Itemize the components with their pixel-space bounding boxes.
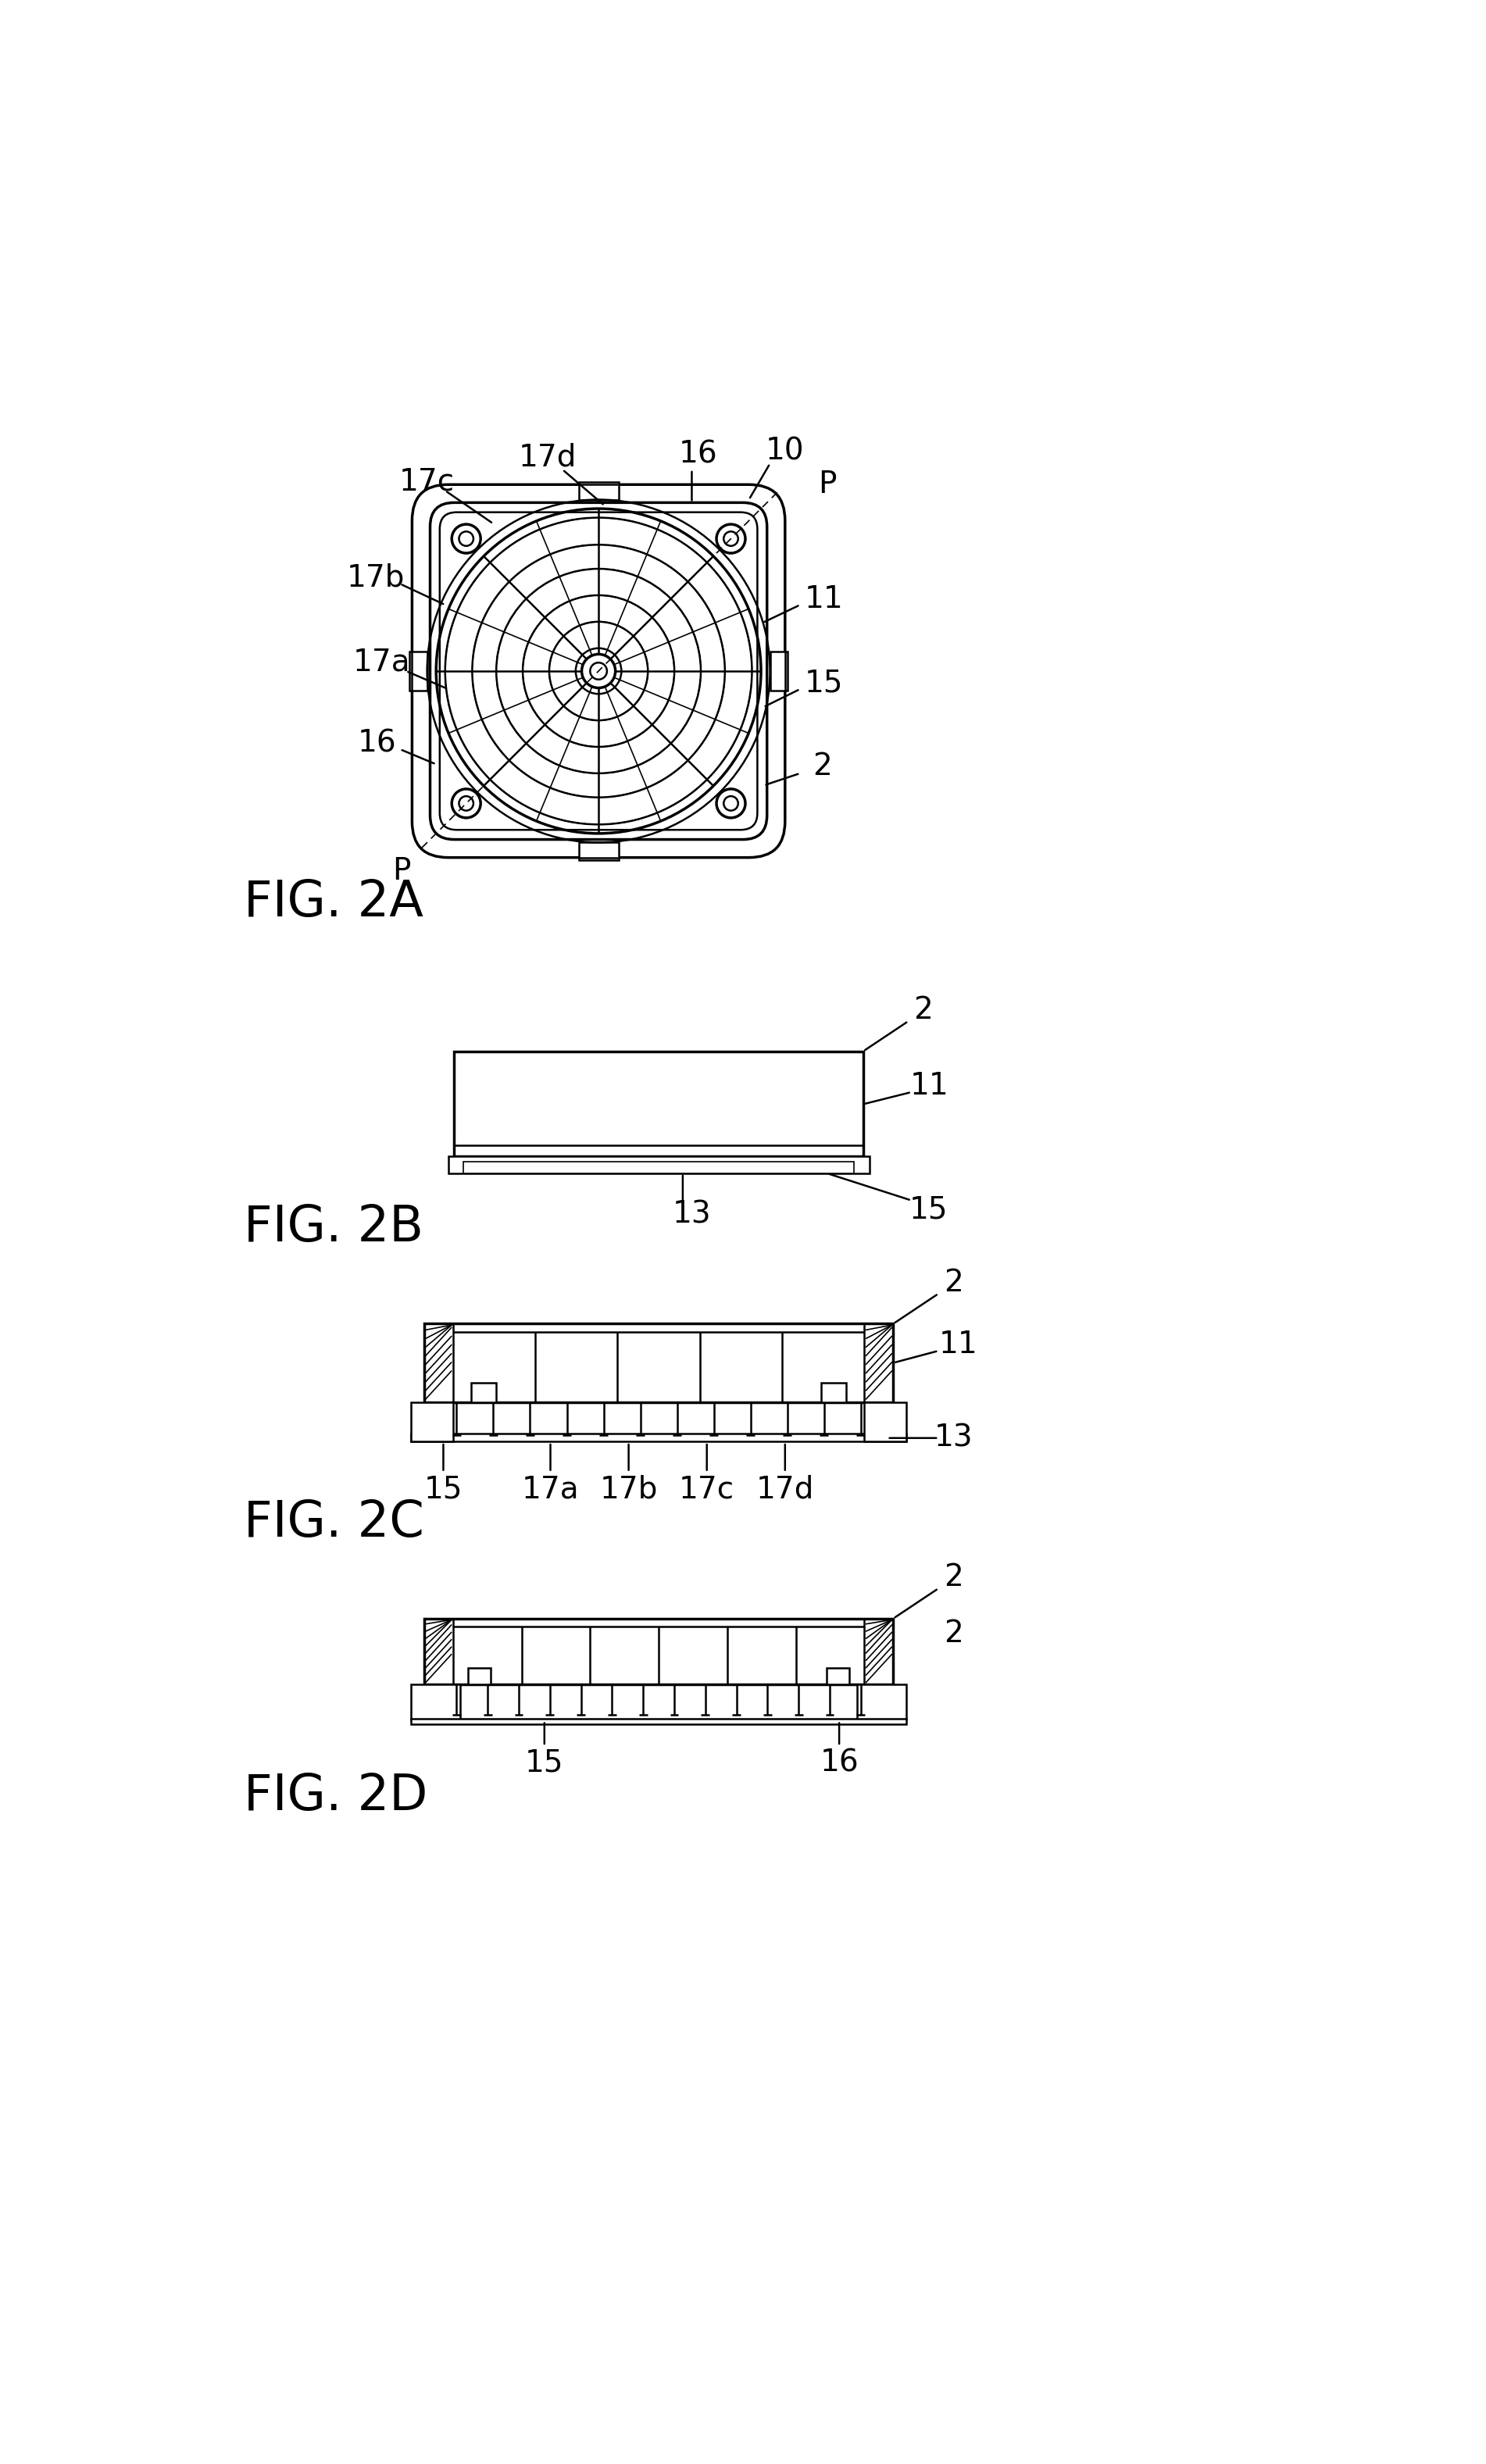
Bar bbox=[468, 1668, 490, 1685]
Bar bbox=[424, 1323, 893, 1402]
Text: 15: 15 bbox=[909, 1195, 948, 1225]
Text: 2: 2 bbox=[813, 752, 832, 781]
Text: 15: 15 bbox=[525, 1747, 563, 1777]
Bar bbox=[410, 1402, 453, 1441]
Bar bbox=[449, 1156, 869, 1173]
Bar bbox=[410, 1685, 461, 1720]
Text: P: P bbox=[817, 471, 837, 500]
Text: FIG. 2B: FIG. 2B bbox=[244, 1202, 424, 1252]
FancyBboxPatch shape bbox=[412, 485, 785, 857]
Text: 13: 13 bbox=[672, 1200, 712, 1230]
Bar bbox=[822, 1382, 847, 1402]
Text: 2: 2 bbox=[944, 1562, 963, 1592]
Bar bbox=[580, 483, 618, 500]
Bar bbox=[424, 1619, 893, 1685]
Text: 11: 11 bbox=[909, 1072, 950, 1101]
Text: 17c: 17c bbox=[400, 466, 455, 495]
Bar bbox=[410, 650, 426, 690]
Text: FIG. 2A: FIG. 2A bbox=[244, 880, 424, 926]
Bar bbox=[471, 1382, 496, 1402]
Bar bbox=[865, 1402, 906, 1441]
Text: 2: 2 bbox=[914, 995, 933, 1025]
Text: 17d: 17d bbox=[519, 444, 577, 473]
Text: 17a: 17a bbox=[354, 648, 410, 678]
Text: 15: 15 bbox=[424, 1473, 462, 1503]
Text: 16: 16 bbox=[679, 439, 718, 468]
Text: 17c: 17c bbox=[679, 1473, 734, 1503]
Text: 2: 2 bbox=[944, 1619, 963, 1648]
Bar bbox=[857, 1685, 906, 1720]
Text: 10: 10 bbox=[765, 436, 804, 466]
Text: 17d: 17d bbox=[756, 1473, 814, 1503]
Text: 11: 11 bbox=[805, 584, 844, 614]
Bar bbox=[410, 1717, 906, 1725]
Text: 11: 11 bbox=[939, 1331, 978, 1360]
Bar bbox=[770, 650, 788, 690]
Text: 13: 13 bbox=[935, 1424, 973, 1454]
Bar bbox=[464, 1161, 854, 1173]
Text: 2: 2 bbox=[944, 1269, 963, 1299]
Text: 15: 15 bbox=[805, 668, 844, 697]
Text: 17a: 17a bbox=[522, 1473, 580, 1503]
Bar bbox=[455, 1052, 863, 1156]
Text: FIG. 2C: FIG. 2C bbox=[244, 1498, 424, 1547]
Bar bbox=[410, 1434, 906, 1441]
Text: 16: 16 bbox=[820, 1747, 859, 1777]
Text: P: P bbox=[392, 855, 412, 885]
Text: 16: 16 bbox=[358, 729, 397, 759]
Text: 17b: 17b bbox=[599, 1473, 658, 1503]
Bar bbox=[580, 843, 618, 860]
Bar bbox=[826, 1668, 850, 1685]
Text: FIG. 2D: FIG. 2D bbox=[244, 1772, 428, 1821]
Text: 17b: 17b bbox=[346, 562, 406, 594]
